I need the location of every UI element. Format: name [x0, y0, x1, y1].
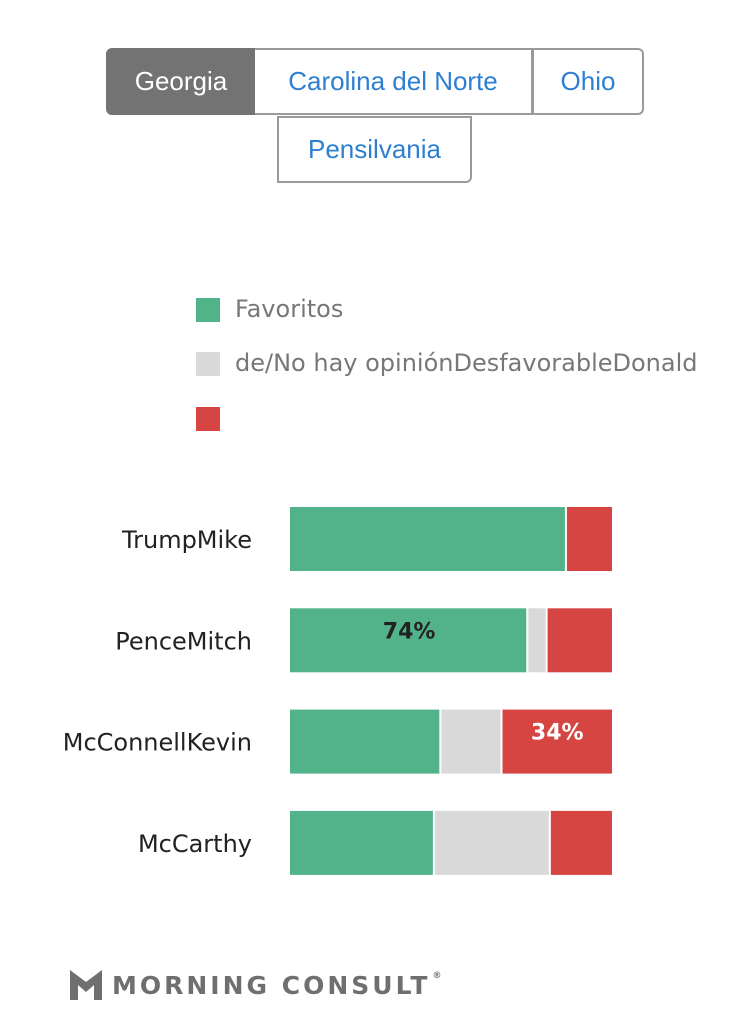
bar-trumpmike-series-2 [566, 507, 612, 571]
legend-label-no-opinion: de/No hay opiniónDesfavorableDonald [235, 349, 698, 377]
category-label-trumpmike: TrumpMike [121, 526, 252, 554]
morning-consult-logo: MORNING CONSULT ® [70, 968, 444, 1002]
bar-mcconnellkevin-series-0 [290, 709, 440, 774]
tab-pensilvania[interactable]: Pensilvania [277, 116, 472, 183]
data-label-mcconnellkevin: 34% [531, 721, 584, 746]
tab-carolina-del-norte[interactable]: Carolina del Norte [255, 48, 533, 115]
bar-pencemitch-series-0 [290, 608, 527, 673]
bar-pencemitch-series-1 [528, 608, 546, 673]
tab-ohio[interactable]: Ohio [532, 48, 644, 115]
bar-mcconnellkevin-series-1 [441, 709, 501, 774]
legend-swatch-favorable [196, 298, 220, 322]
legend-label-favorable: Favoritos [235, 295, 344, 323]
bar-mccarthy-series-1 [434, 810, 549, 875]
data-label-pencemitch: 74% [383, 619, 436, 644]
bar-pencemitch-series-2 [547, 608, 612, 673]
tab-georgia[interactable]: Georgia [106, 48, 256, 115]
bar-trumpmike-series-0 [290, 507, 565, 571]
legend-swatch-unfavorable [196, 407, 220, 431]
legend-swatch-no-opinion [196, 352, 220, 376]
category-label-mccarthy: McCarthy [138, 830, 252, 858]
bar-mccarthy-series-2 [550, 810, 612, 875]
brand-name: MORNING CONSULT ® [112, 970, 445, 1000]
morning-consult-mark-icon [70, 970, 102, 1000]
stacked-bar-chart: TrumpMike PenceMitch 74% McConnellKevin 34% M… [63, 507, 612, 875]
category-label-mcconnellkevin: McConnellKevin [63, 729, 252, 757]
category-label-pencemitch: PenceMitch [115, 627, 252, 655]
bar-mccarthy-series-0 [290, 810, 433, 875]
bar-mcconnellkevin-series-2 [502, 709, 612, 774]
